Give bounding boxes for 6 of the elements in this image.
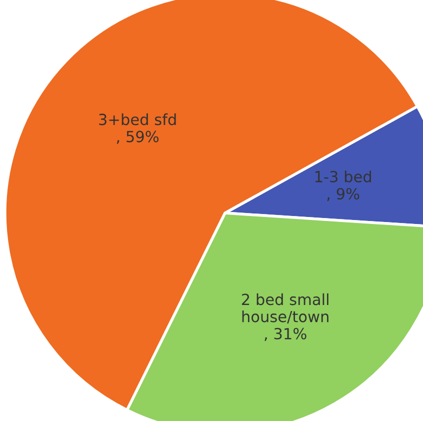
data-label: , 31% [264,328,306,341]
data-label: , 59% [116,130,159,144]
slice-label: 3+bed sfd [99,113,176,126]
slice-label: 2 bed small house/town [242,293,328,324]
data-label: , 9% [327,188,360,202]
slice-label: 1-3 bed [315,170,371,182]
